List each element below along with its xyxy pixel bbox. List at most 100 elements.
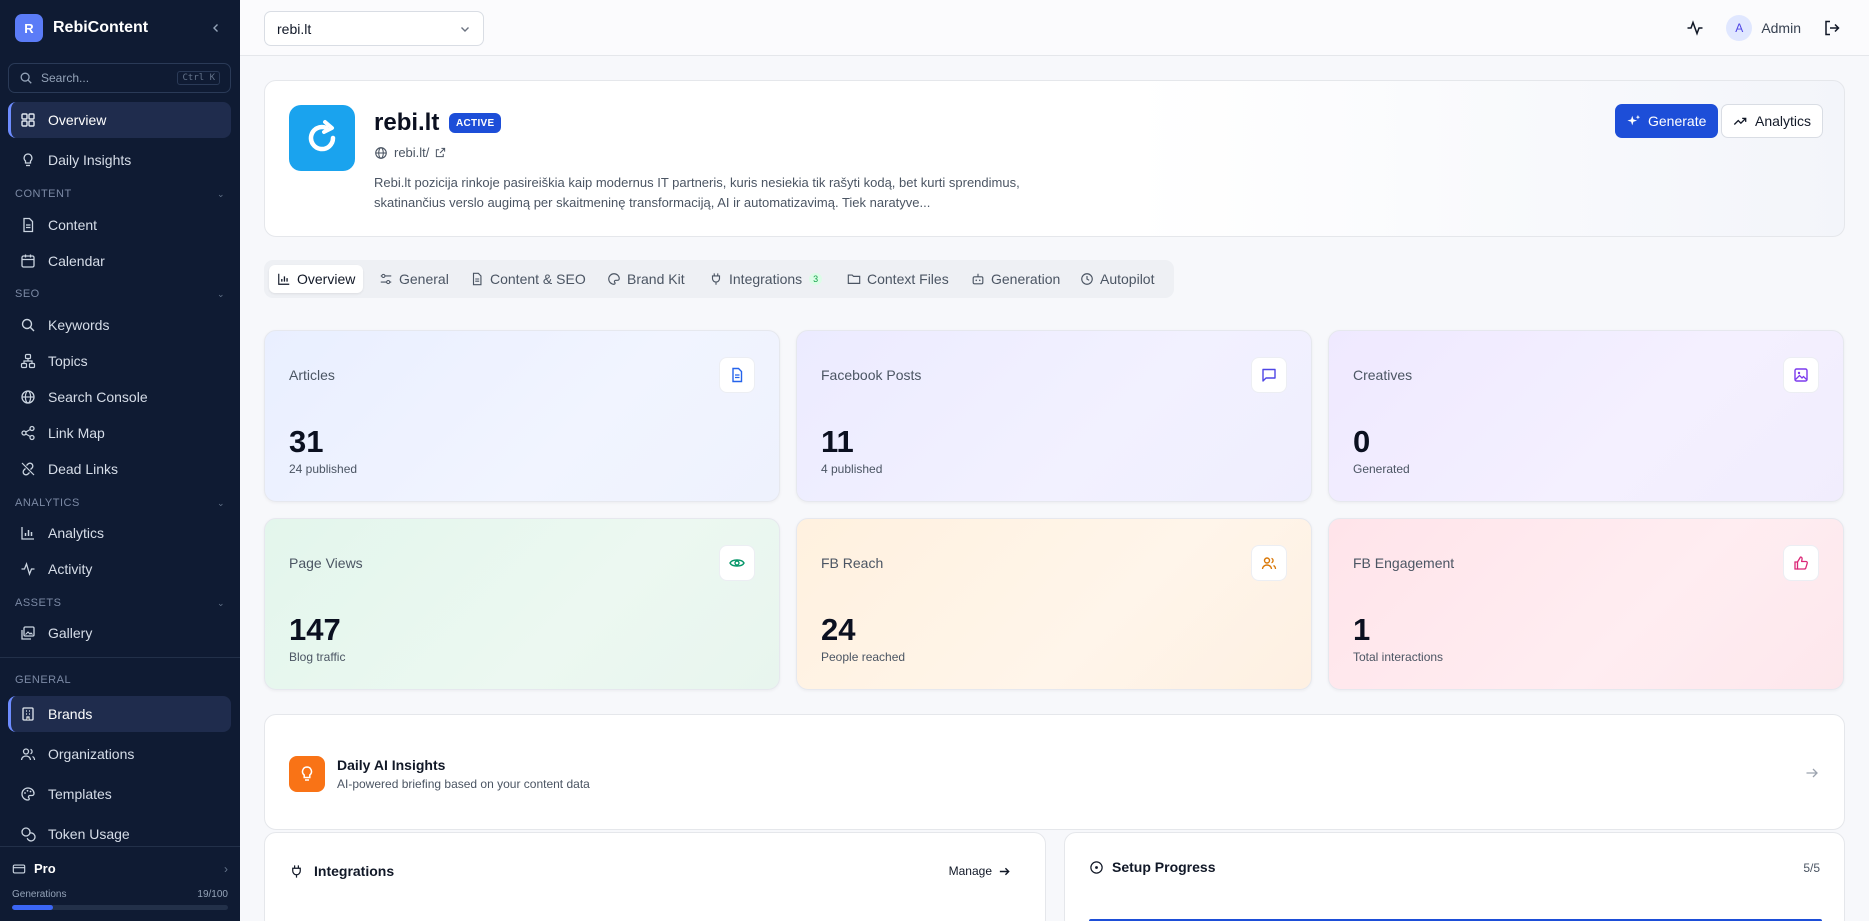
calendar-icon	[21, 254, 35, 268]
stat-card-page-views[interactable]: Page Views 147 Blog traffic	[264, 518, 780, 690]
brand-url[interactable]: rebi.lt/	[374, 145, 446, 160]
sidebar-item-label: Organizations	[48, 746, 135, 762]
section-analytics[interactable]: ANALYTICS ⌄	[15, 495, 225, 511]
stat-title: FB Reach	[821, 555, 884, 571]
section-content[interactable]: CONTENT ⌄	[15, 186, 225, 202]
tab-content-seo[interactable]: Content & SEO	[462, 265, 594, 293]
sidebar-item-keywords[interactable]: Keywords	[8, 307, 231, 343]
globe-icon	[21, 390, 35, 404]
message-square-icon	[1251, 357, 1287, 393]
stat-card-articles[interactable]: Articles 31 24 published	[264, 330, 780, 502]
palette-icon	[608, 273, 620, 285]
integrations-card: Integrations Manage	[264, 832, 1046, 921]
avatar[interactable]: A	[1726, 15, 1753, 41]
analytics-label: Analytics	[1755, 113, 1812, 129]
sidebar-item-dead-links[interactable]: Dead Links	[8, 451, 231, 487]
sidebar-item-search-console[interactable]: Search Console	[8, 379, 231, 415]
stat-title: Page Views	[289, 555, 363, 571]
tab-integrations[interactable]: Integrations 3	[701, 265, 830, 293]
stat-card-fb-engagement[interactable]: FB Engagement 1 Total interactions	[1328, 518, 1844, 690]
stat-card-facebook-posts[interactable]: Facebook Posts 11 4 published	[796, 330, 1312, 502]
analytics-button[interactable]: Analytics	[1721, 104, 1824, 138]
tab-label: Content & SEO	[490, 271, 586, 287]
tab-generation[interactable]: Generation	[963, 265, 1068, 293]
sidebar-item-analytics[interactable]: Analytics	[8, 515, 231, 551]
search-icon	[21, 318, 35, 332]
stat-title: Creatives	[1353, 367, 1413, 383]
sidebar-item-brands[interactable]: Brands	[8, 696, 231, 732]
setup-title: Setup Progress	[1112, 859, 1216, 875]
generate-button[interactable]: Generate	[1615, 104, 1719, 138]
stat-card-creatives[interactable]: Creatives 0 Generated	[1328, 330, 1844, 502]
tab-general[interactable]: General	[371, 265, 457, 293]
external-link-icon[interactable]	[435, 147, 446, 158]
sidebar-item-link-map[interactable]: Link Map	[8, 415, 231, 451]
manage-integrations-button[interactable]: Manage	[949, 864, 1011, 878]
building-icon	[22, 707, 34, 721]
search-input[interactable]: Search... Ctrl K	[8, 63, 231, 93]
stat-subtitle: 4 published	[821, 462, 883, 476]
section-seo[interactable]: SEO ⌄	[15, 286, 225, 302]
sidebar-item-topics[interactable]: Topics	[8, 343, 231, 379]
sidebar-item-token-usage[interactable]: Token Usage	[8, 816, 231, 852]
sidebar-item-activity[interactable]: Activity	[8, 551, 231, 587]
setup-count: 5/5	[1803, 861, 1820, 875]
trending-up-icon	[1733, 117, 1747, 125]
tab-context-files[interactable]: Context Files	[839, 265, 957, 293]
tab-label: Context Files	[867, 271, 949, 287]
app-logo-row[interactable]: R RebiContent	[15, 14, 225, 42]
tab-label: Overview	[297, 271, 356, 287]
eye-icon	[719, 545, 755, 581]
plan-panel: Pro › Generations 19/100	[0, 846, 240, 921]
plan-row[interactable]: Pro ›	[12, 861, 228, 876]
insights-title: Daily AI Insights	[337, 757, 446, 773]
section-label: GENERAL	[15, 674, 72, 686]
section-assets[interactable]: ASSETS ⌄	[15, 595, 225, 611]
topbar: rebi.lt A Admin	[240, 0, 1869, 56]
lightbulb-icon	[23, 153, 33, 167]
search-placeholder: Search...	[41, 71, 90, 85]
chevron-down-icon: ⌄	[216, 497, 225, 508]
tab-overview[interactable]: Overview	[269, 265, 364, 293]
setup-heading: Setup Progress	[1089, 859, 1215, 875]
daily-insights-card[interactable]: Daily AI Insights AI-powered briefing ba…	[264, 714, 1845, 830]
sidebar-item-label: Brands	[48, 706, 93, 722]
activity-icon	[21, 562, 35, 576]
stat-card-fb-reach[interactable]: FB Reach 24 People reached	[796, 518, 1312, 690]
tab-autopilot[interactable]: Autopilot	[1072, 265, 1162, 293]
user-name[interactable]: Admin	[1761, 20, 1801, 36]
sidebar-item-label: Calendar	[48, 253, 105, 269]
sidebar-item-label: Overview	[48, 112, 107, 128]
sidebar-item-templates[interactable]: Templates	[8, 776, 231, 812]
arrow-right-icon[interactable]	[1804, 765, 1820, 781]
sidebar-item-label: Topics	[48, 353, 88, 369]
brand-logo	[289, 105, 355, 171]
sidebar-item-organizations[interactable]: Organizations	[8, 736, 231, 772]
sidebar-item-content[interactable]: Content	[8, 207, 231, 243]
sidebar: R RebiContent Search... Ctrl K Overview …	[0, 0, 240, 921]
sidebar-item-gallery[interactable]: Gallery	[8, 615, 231, 651]
activity-icon[interactable]	[1686, 19, 1704, 37]
collapse-sidebar-icon[interactable]	[207, 19, 225, 37]
brand-select[interactable]: rebi.lt	[264, 11, 484, 46]
sidebar-item-label: Token Usage	[48, 826, 130, 842]
network-icon	[20, 353, 36, 369]
stat-subtitle: Generated	[1353, 462, 1410, 476]
generations-progress-fill	[12, 905, 54, 910]
sidebar-item-daily-insights[interactable]: Daily Insights	[8, 142, 231, 178]
dashboard-icon	[21, 113, 35, 127]
user-area: A Admin	[1686, 14, 1841, 42]
logout-icon[interactable]	[1823, 19, 1841, 37]
plan-name: Pro	[34, 861, 56, 876]
brand-select-value: rebi.lt	[277, 20, 312, 37]
sidebar-item-label: Daily Insights	[48, 152, 132, 168]
sidebar-item-calendar[interactable]: Calendar	[8, 243, 231, 279]
generations-label: Generations	[12, 889, 67, 900]
bot-icon	[972, 273, 984, 285]
document-icon	[23, 217, 34, 233]
clock-icon	[1081, 273, 1093, 285]
tab-brand-kit[interactable]: Brand Kit	[599, 265, 693, 293]
sidebar-item-overview[interactable]: Overview	[8, 102, 231, 138]
app-logo-mark: R	[15, 14, 43, 42]
chevron-down-icon: ⌄	[216, 288, 225, 299]
